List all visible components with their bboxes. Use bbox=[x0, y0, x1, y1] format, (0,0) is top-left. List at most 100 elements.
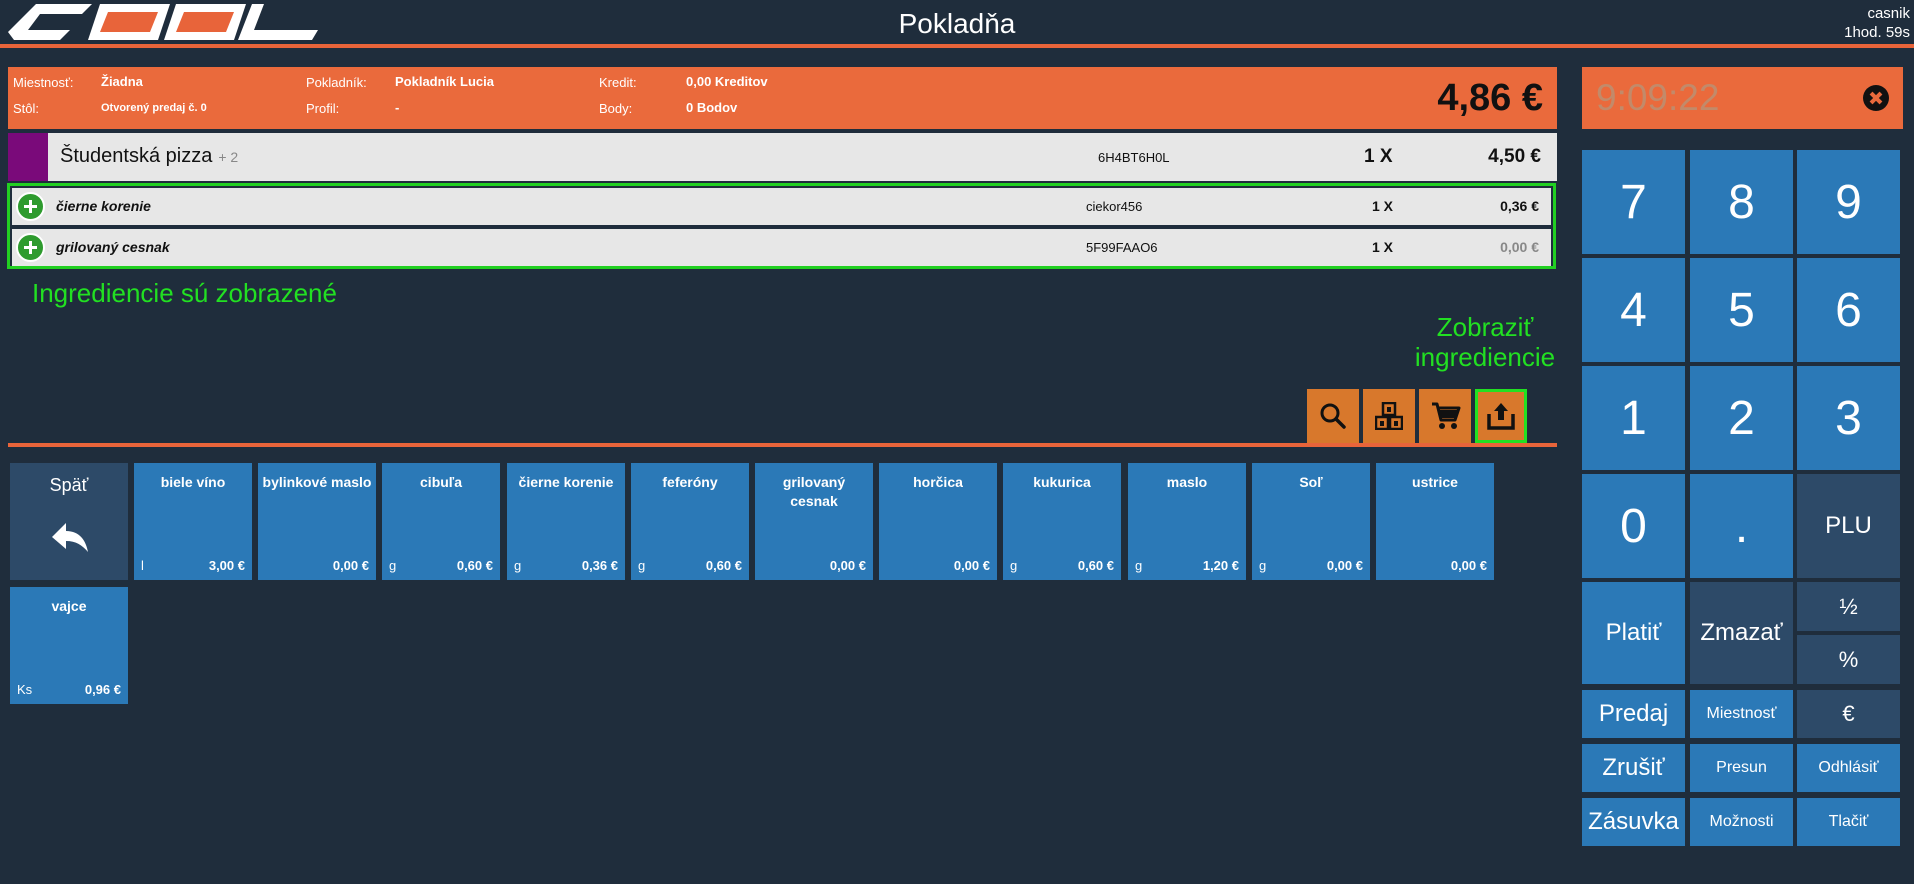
order-item-extra-count: + 2 bbox=[218, 149, 239, 165]
tile-unit: g bbox=[514, 558, 522, 573]
ingredient-price: 0,36 € bbox=[1500, 198, 1539, 214]
abc-blocks-icon bbox=[1375, 402, 1403, 430]
tile-price: 0,00 € bbox=[332, 558, 369, 573]
print-button[interactable]: Tlačiť bbox=[1797, 798, 1900, 846]
key-5[interactable]: 5 bbox=[1690, 258, 1793, 362]
ingredient-tile[interactable]: čierne korenie g 0,36 € bbox=[507, 463, 625, 580]
pay-button[interactable]: Platiť bbox=[1582, 582, 1685, 684]
search-button[interactable] bbox=[1307, 389, 1359, 443]
ingredient-name: grilovaný cesnak bbox=[56, 239, 170, 255]
tile-name: cibuľa bbox=[420, 474, 462, 490]
points-value: 0 Bodov bbox=[686, 100, 738, 115]
clear-button[interactable]: Zmazať bbox=[1690, 582, 1793, 684]
add-ingredient-icon[interactable] bbox=[16, 192, 45, 221]
tile-name: biele víno bbox=[160, 474, 226, 490]
half-button[interactable]: ½ bbox=[1797, 582, 1900, 631]
ingredient-tile[interactable]: kukurica g 0,60 € bbox=[1003, 463, 1121, 580]
key-0[interactable]: 0 bbox=[1582, 474, 1685, 578]
tile-price: 0,60 € bbox=[705, 558, 742, 573]
close-icon[interactable] bbox=[1863, 85, 1889, 111]
add-ingredient-icon[interactable] bbox=[16, 233, 45, 262]
annotation-show-ingredients: Zobraziť ingrediencie bbox=[1390, 312, 1580, 372]
room-button[interactable]: Miestnosť bbox=[1690, 690, 1793, 738]
key-6[interactable]: 6 bbox=[1797, 258, 1900, 362]
credit-value: 0,00 Kreditov bbox=[686, 74, 768, 89]
sale-info-header: Miestnosť: Žiadna Stôl: Otvorený predaj … bbox=[8, 67, 1557, 129]
user-info: casnik 1hod. 59s bbox=[1844, 4, 1910, 42]
tile-name: ustrice bbox=[1412, 474, 1458, 490]
tile-name: vajce bbox=[51, 598, 87, 614]
tile-unit: g bbox=[389, 558, 397, 573]
back-arrow-icon bbox=[52, 523, 88, 552]
ingredient-tile[interactable]: vajce Ks 0,96 € bbox=[10, 587, 128, 704]
ingredient-tile[interactable]: Soľ g 0,00 € bbox=[1252, 463, 1370, 580]
cart-button[interactable] bbox=[1419, 389, 1471, 443]
credit-label: Kredit: bbox=[599, 75, 637, 90]
tile-price: 3,00 € bbox=[208, 558, 245, 573]
order-item-qty: 1 X bbox=[1364, 146, 1393, 167]
key-decimal[interactable]: . bbox=[1690, 474, 1793, 578]
ingredient-tile[interactable]: feferóny g 0,60 € bbox=[631, 463, 749, 580]
percent-button[interactable]: % bbox=[1797, 635, 1900, 684]
ingredient-price: 0,00 € bbox=[1500, 239, 1539, 255]
cashier-label: Pokladník: bbox=[306, 75, 367, 90]
tile-name: čierne korenie bbox=[518, 474, 614, 490]
ingredient-tile[interactable]: ustrice 0,00 € bbox=[1376, 463, 1494, 580]
tile-unit: g bbox=[1259, 558, 1267, 573]
back-button[interactable]: Späť bbox=[10, 463, 128, 580]
tile-unit: g bbox=[1010, 558, 1018, 573]
key-3[interactable]: 3 bbox=[1797, 366, 1900, 470]
search-icon bbox=[1320, 403, 1346, 429]
key-7[interactable]: 7 bbox=[1582, 150, 1685, 254]
options-button[interactable]: Možnosti bbox=[1690, 798, 1793, 846]
tile-name: maslo bbox=[1166, 474, 1208, 490]
tile-price: 0,60 € bbox=[1077, 558, 1114, 573]
section-divider bbox=[8, 443, 1557, 447]
cancel-button[interactable]: Zrušiť bbox=[1582, 744, 1685, 792]
page-title: Pokladňa bbox=[898, 8, 1016, 39]
ingredient-qty: 1 X bbox=[1372, 239, 1394, 255]
abc-button[interactable] bbox=[1363, 389, 1415, 443]
ingredient-tile[interactable]: biele víno l 3,00 € bbox=[134, 463, 252, 580]
euro-button[interactable]: € bbox=[1797, 690, 1900, 738]
top-bar: Pokladňa casnik 1hod. 59s bbox=[0, 0, 1914, 48]
tile-price: 0,00 € bbox=[1326, 558, 1363, 573]
key-4[interactable]: 4 bbox=[1582, 258, 1685, 362]
ingredient-row[interactable]: čierne korenie ciekor456 1 X 0,36 € bbox=[12, 188, 1551, 225]
logout-button[interactable]: Odhlásiť bbox=[1797, 744, 1900, 792]
clock-time: 9:09:22 bbox=[1596, 77, 1720, 118]
sale-button[interactable]: Predaj bbox=[1582, 690, 1685, 738]
key-1[interactable]: 1 bbox=[1582, 366, 1685, 470]
order-item-name-wrap: Študentská pizza + 2 bbox=[60, 145, 238, 168]
ingredient-tile[interactable]: horčica 0,00 € bbox=[879, 463, 997, 580]
ingredient-tile[interactable]: maslo g 1,20 € bbox=[1128, 463, 1246, 580]
profile-label: Profil: bbox=[306, 101, 340, 116]
tile-unit: l bbox=[141, 558, 144, 573]
key-8[interactable]: 8 bbox=[1690, 150, 1793, 254]
order-item-name: Študentská pizza bbox=[60, 145, 213, 167]
cool-logo bbox=[8, 4, 318, 40]
ingredient-tile[interactable]: cibuľa g 0,60 € bbox=[382, 463, 500, 580]
ingredient-tile[interactable]: grilovaný cesnak 0,00 € bbox=[755, 463, 873, 580]
session-time: 1hod. 59s bbox=[1844, 24, 1910, 41]
move-button[interactable]: Presun bbox=[1690, 744, 1793, 792]
show-ingredients-button[interactable] bbox=[1475, 389, 1527, 443]
ingredient-row[interactable]: grilovaný cesnak 5F99FAAO6 1 X 0,00 € bbox=[12, 229, 1551, 266]
ingredient-tile[interactable]: bylinkové maslo 0,00 € bbox=[258, 463, 376, 580]
key-2[interactable]: 2 bbox=[1690, 366, 1793, 470]
ingredient-code: 5F99FAAO6 bbox=[1086, 240, 1158, 255]
clock-panel: 9:09:22 bbox=[1582, 67, 1903, 129]
annotation-line-1: Zobraziť bbox=[1436, 312, 1534, 342]
tile-name: Soľ bbox=[1299, 474, 1323, 490]
tile-unit: Ks bbox=[17, 682, 33, 697]
drawer-button[interactable]: Zásuvka bbox=[1582, 798, 1685, 846]
tile-name: grilovaný cesnak bbox=[782, 474, 846, 509]
tile-price: 0,00 € bbox=[1450, 558, 1487, 573]
key-9[interactable]: 9 bbox=[1797, 150, 1900, 254]
plu-button[interactable]: PLU bbox=[1797, 474, 1900, 578]
cashier-value: Pokladník Lucia bbox=[395, 74, 494, 89]
annotation-line-2: ingrediencie bbox=[1414, 342, 1556, 372]
order-item-row[interactable]: Študentská pizza + 2 6H4BT6H0L 1 X 4,50 € bbox=[8, 133, 1557, 181]
tile-unit: g bbox=[638, 558, 646, 573]
tile-unit: g bbox=[1135, 558, 1143, 573]
